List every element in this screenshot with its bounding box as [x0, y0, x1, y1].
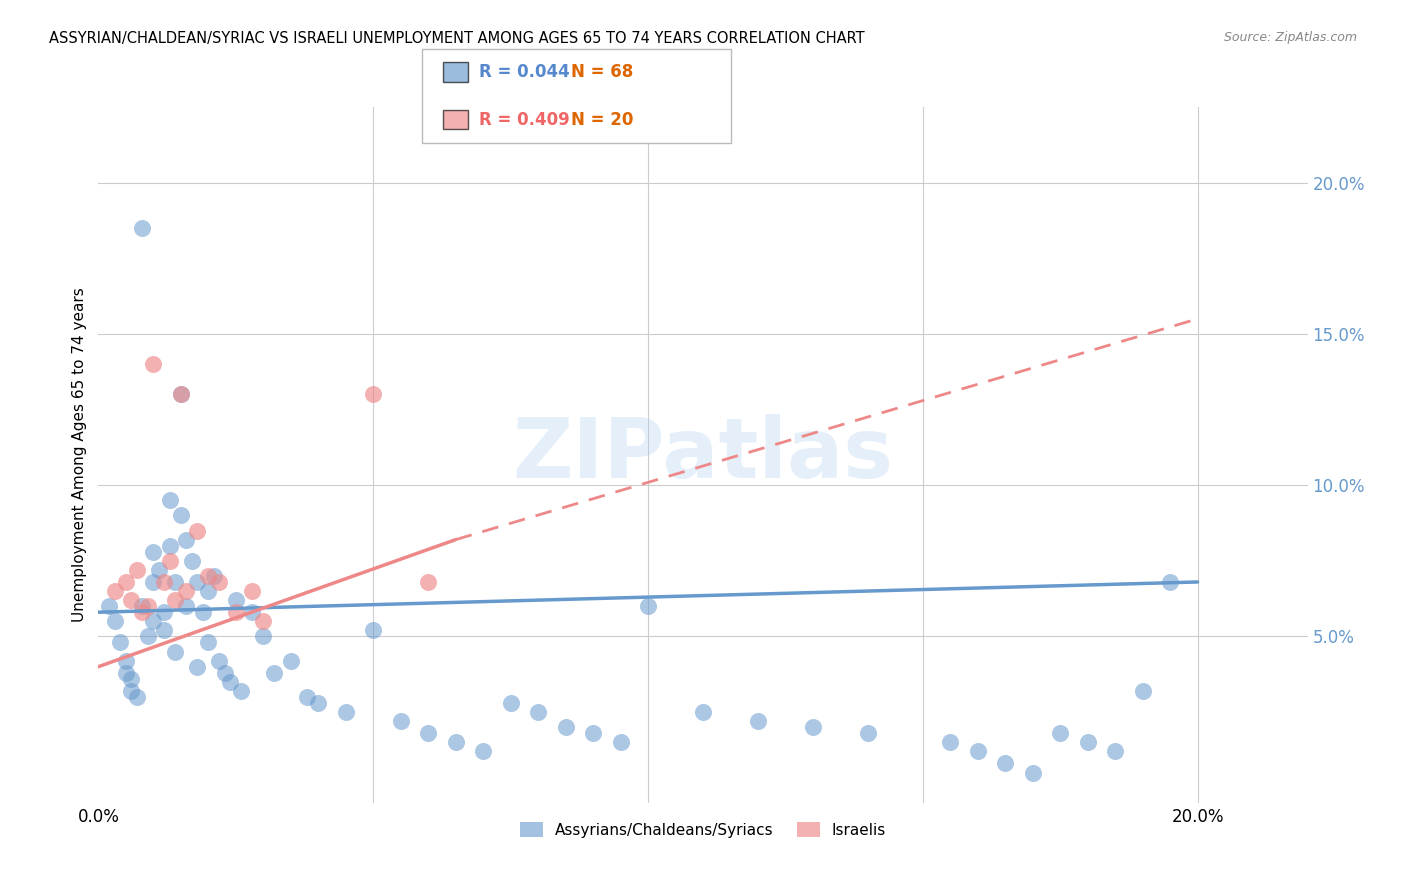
Point — [153, 624, 176, 638]
Y-axis label: Unemployment Among Ages 65 to 74 years: Unemployment Among Ages 65 to 74 years — [72, 287, 87, 623]
Point — [252, 629, 274, 643]
Text: ASSYRIAN/CHALDEAN/SYRIAC VS ISRAELI UNEMPLOYMENT AMONG AGES 65 TO 74 YEARS CORRE: ASSYRIAN/CHALDEAN/SYRIAC VS ISRAELI UNEM… — [49, 31, 865, 46]
Point — [361, 624, 384, 638]
Point — [389, 714, 412, 728]
Point — [153, 605, 176, 619]
Point — [231, 684, 253, 698]
Point — [110, 635, 132, 649]
Point — [170, 387, 193, 401]
Point — [115, 574, 138, 589]
Point — [747, 714, 769, 728]
Point — [165, 644, 187, 658]
Point — [170, 387, 193, 401]
Point — [176, 533, 198, 547]
Point — [131, 221, 153, 235]
Text: R = 0.044: R = 0.044 — [479, 63, 571, 81]
Point — [1022, 765, 1045, 780]
Point — [180, 554, 202, 568]
Point — [1132, 684, 1154, 698]
Point — [131, 599, 153, 614]
Point — [418, 726, 440, 740]
Point — [939, 735, 962, 749]
Point — [104, 615, 127, 629]
Point — [120, 593, 142, 607]
Point — [1104, 744, 1126, 758]
Point — [297, 690, 319, 704]
Point — [208, 654, 231, 668]
Point — [98, 599, 121, 614]
Point — [165, 574, 187, 589]
Point — [142, 615, 165, 629]
Point — [994, 756, 1017, 771]
Point — [120, 672, 142, 686]
Legend: Assyrians/Chaldeans/Syriacs, Israelis: Assyrians/Chaldeans/Syriacs, Israelis — [513, 815, 893, 844]
Point — [142, 574, 165, 589]
Point — [115, 665, 138, 680]
Point — [214, 665, 236, 680]
Point — [361, 387, 384, 401]
Point — [136, 629, 159, 643]
Text: N = 68: N = 68 — [571, 63, 633, 81]
Point — [131, 605, 153, 619]
Text: ZIPatlas: ZIPatlas — [513, 415, 893, 495]
Point — [104, 584, 127, 599]
Point — [263, 665, 285, 680]
Point — [252, 615, 274, 629]
Point — [307, 696, 329, 710]
Point — [115, 654, 138, 668]
Point — [186, 524, 208, 538]
Point — [527, 705, 550, 719]
Point — [125, 563, 148, 577]
Text: R = 0.409: R = 0.409 — [479, 111, 571, 128]
Point — [966, 744, 988, 758]
Point — [637, 599, 659, 614]
Point — [219, 674, 242, 689]
Point — [499, 696, 522, 710]
Point — [197, 635, 219, 649]
Point — [142, 357, 165, 371]
Point — [582, 726, 605, 740]
Point — [1049, 726, 1071, 740]
Point — [1077, 735, 1099, 749]
Point — [554, 720, 576, 734]
Point — [472, 744, 495, 758]
Point — [165, 593, 187, 607]
Point — [159, 539, 181, 553]
Point — [225, 593, 247, 607]
Point — [159, 554, 181, 568]
Point — [240, 605, 263, 619]
Point — [125, 690, 148, 704]
Point — [197, 569, 219, 583]
Point — [142, 545, 165, 559]
Point — [240, 584, 263, 599]
Point — [692, 705, 714, 719]
Point — [208, 574, 231, 589]
Point — [170, 508, 193, 523]
Point — [418, 574, 440, 589]
Point — [148, 563, 170, 577]
Point — [609, 735, 631, 749]
Point — [153, 574, 176, 589]
Point — [197, 584, 219, 599]
Point — [801, 720, 824, 734]
Point — [120, 684, 142, 698]
Point — [186, 659, 208, 673]
Point — [280, 654, 302, 668]
Point — [176, 599, 198, 614]
Point — [191, 605, 214, 619]
Point — [136, 599, 159, 614]
Point — [225, 605, 247, 619]
Point — [159, 493, 181, 508]
Point — [202, 569, 225, 583]
Text: N = 20: N = 20 — [571, 111, 633, 128]
Point — [1159, 574, 1181, 589]
Point — [856, 726, 879, 740]
Text: Source: ZipAtlas.com: Source: ZipAtlas.com — [1223, 31, 1357, 45]
Point — [444, 735, 467, 749]
Point — [186, 574, 208, 589]
Point — [335, 705, 357, 719]
Point — [176, 584, 198, 599]
